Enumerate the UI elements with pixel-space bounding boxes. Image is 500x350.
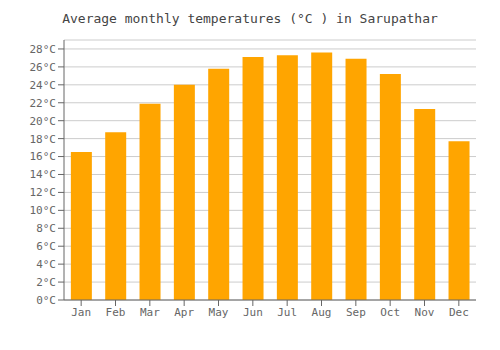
svg-text:Dec: Dec — [449, 306, 469, 319]
svg-text:18°C: 18°C — [30, 133, 57, 146]
svg-text:26°C: 26°C — [30, 61, 57, 74]
svg-text:16°C: 16°C — [30, 150, 57, 163]
svg-text:Jan: Jan — [71, 306, 91, 319]
svg-text:20°C: 20°C — [30, 115, 57, 128]
svg-text:6°C: 6°C — [36, 240, 56, 253]
svg-text:28°C: 28°C — [30, 43, 57, 56]
svg-text:Mar: Mar — [140, 306, 160, 319]
svg-text:10°C: 10°C — [30, 204, 57, 217]
svg-text:0°C: 0°C — [36, 294, 56, 307]
svg-text:Oct: Oct — [380, 306, 400, 319]
svg-text:Jul: Jul — [277, 306, 297, 319]
svg-text:8°C: 8°C — [36, 222, 56, 235]
svg-text:12°C: 12°C — [30, 186, 57, 199]
svg-text:Nov: Nov — [415, 306, 435, 319]
html-text:Average monthly temperatures (: Average monthly temperatures (°C ) in Sa… — [62, 11, 438, 26]
svg-text:4°C: 4°C — [36, 258, 56, 271]
svg-text:Aug: Aug — [312, 306, 332, 319]
svg-text:Sep: Sep — [346, 306, 366, 319]
svg-text:24°C: 24°C — [30, 79, 57, 92]
svg-text:22°C: 22°C — [30, 97, 57, 110]
svg-text:14°C: 14°C — [30, 168, 57, 181]
svg-text:2°C: 2°C — [36, 276, 56, 289]
svg-text:Feb: Feb — [106, 306, 126, 319]
svg-text:Jun: Jun — [243, 306, 263, 319]
svg-text:Apr: Apr — [174, 306, 194, 319]
svg-text:May: May — [209, 306, 229, 319]
